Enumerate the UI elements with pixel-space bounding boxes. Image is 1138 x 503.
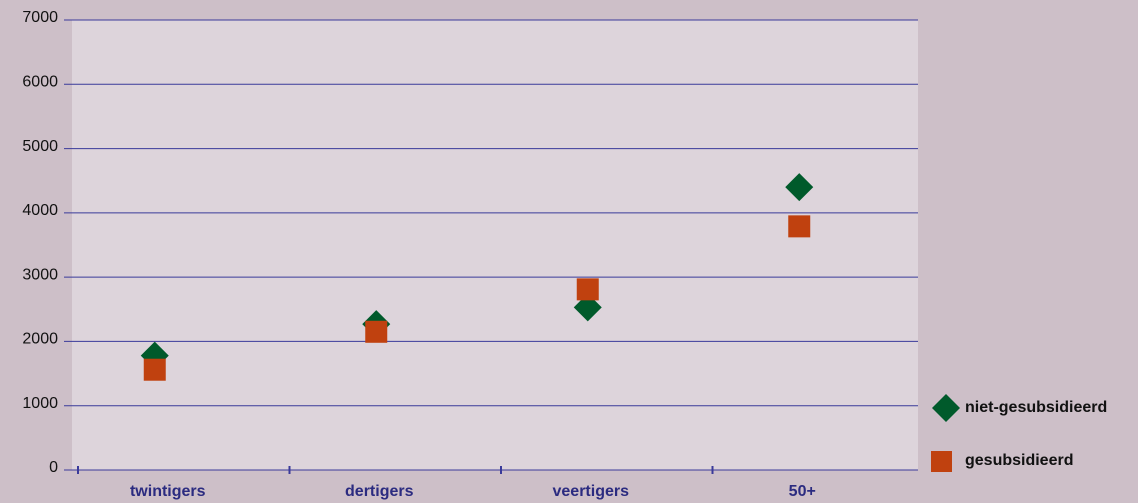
point [143,358,166,381]
plot-area [72,20,918,470]
legend-marker [932,394,960,422]
y-tick-label: 2000 [22,331,58,348]
point [788,215,811,238]
y-tick-label: 5000 [22,138,58,155]
y-tick-label: 4000 [22,202,58,219]
point [785,173,814,202]
legend-label: gesubsidieerd [965,452,1073,469]
y-tick-label: 6000 [22,74,58,91]
legend-label: niet-gesubsidieerd [965,399,1107,416]
point [365,320,388,343]
x-tick-label: dertigers [345,483,414,500]
legend-marker [931,451,952,472]
y-tick-label: 0 [49,459,58,476]
x-tick-label: 50+ [789,483,816,500]
x-tick-label: veertigers [553,483,630,500]
x-tick-label: twintigers [130,483,206,500]
y-tick-label: 1000 [22,395,58,412]
y-tick-label: 3000 [22,266,58,283]
point [576,278,599,301]
y-tick-label: 7000 [22,9,58,26]
